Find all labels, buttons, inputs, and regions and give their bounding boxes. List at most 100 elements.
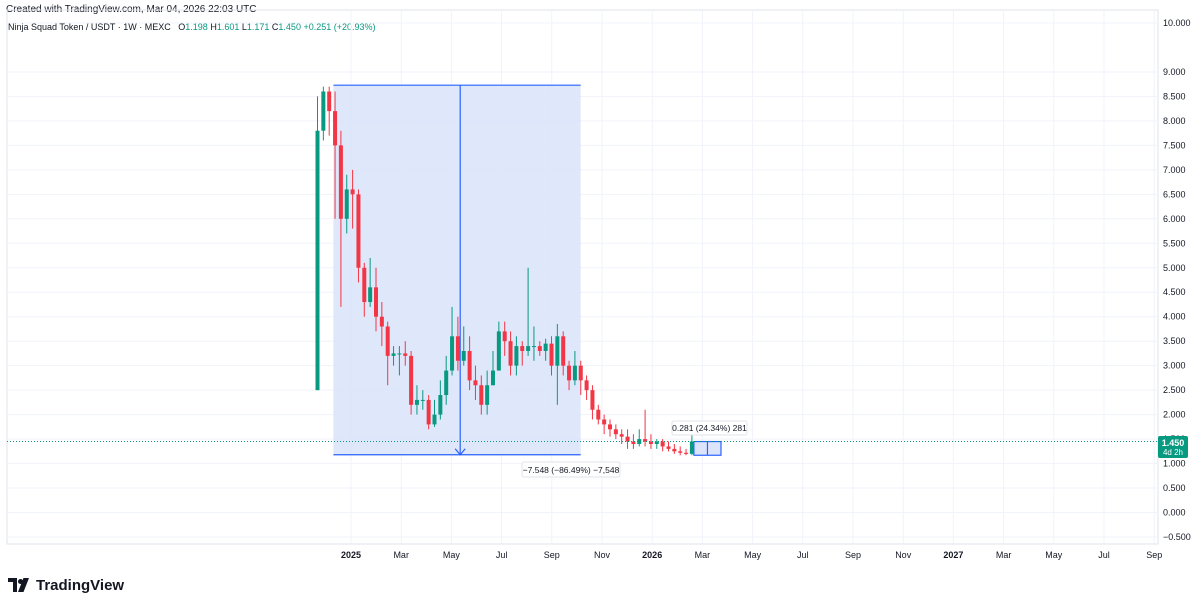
time-tick-label: 2026 — [642, 550, 662, 560]
candle — [578, 360, 583, 396]
time-tick-label: Mar — [393, 550, 409, 560]
candle-body — [362, 267, 367, 303]
measure-label-large-bg — [521, 461, 621, 478]
candle-body — [602, 419, 607, 425]
candle-body — [531, 346, 536, 348]
candle — [333, 91, 338, 219]
candle — [356, 189, 361, 283]
candle — [455, 316, 460, 371]
price-tick-label: 1.000 — [1163, 459, 1186, 469]
candle-body — [567, 365, 572, 381]
candle — [491, 350, 495, 386]
range-box — [333, 85, 581, 455]
time-axis[interactable]: 2025 Mar May Jul Sep Nov 2026 Mar May Jul Sep Nov 20… — [7, 543, 1162, 560]
candle-body — [321, 91, 326, 131]
candle-body — [315, 130, 320, 391]
candle-body — [485, 385, 490, 405]
candle-body — [455, 336, 460, 361]
tradingview-logo[interactable]: TradingView — [8, 575, 124, 595]
candle-body — [502, 331, 507, 342]
candle — [666, 441, 671, 452]
candle — [426, 395, 431, 430]
time-tick-label: Sep — [544, 550, 560, 560]
candle — [613, 424, 618, 440]
price-tick-label: 0.000 — [1163, 508, 1186, 518]
candle — [631, 434, 636, 449]
time-tick-label: Jul — [797, 550, 809, 560]
candle-body — [338, 145, 343, 219]
price-tick-label: 4.000 — [1163, 312, 1186, 322]
price-tick-label: 0.500 — [1163, 483, 1186, 493]
tradingview-logo-icon — [8, 578, 29, 592]
price-tick-label: 5.500 — [1163, 238, 1186, 248]
candle — [444, 355, 449, 405]
measure-label-small-bg — [671, 420, 748, 436]
candle-body — [403, 353, 408, 356]
close-label: C — [271, 22, 279, 32]
candle-body — [409, 355, 414, 405]
candle — [321, 86, 326, 141]
candle-body — [432, 414, 437, 425]
candle — [485, 370, 490, 415]
candle-body — [555, 336, 560, 366]
candle-body — [689, 441, 694, 454]
measure-label-small: 0.281 (24.34%) 281 — [672, 423, 747, 433]
close-value: 1.450 — [278, 22, 301, 32]
candle-body — [420, 399, 425, 401]
tradingview-logo-text: TradingView — [36, 576, 125, 594]
candle — [654, 439, 659, 449]
candle-body — [613, 429, 618, 435]
candle — [496, 321, 501, 371]
candle-body — [374, 287, 378, 317]
candle-body — [561, 336, 566, 366]
candle-body — [584, 380, 589, 391]
candle — [555, 324, 560, 405]
candle-body — [491, 370, 495, 386]
range-measure[interactable] — [333, 84, 722, 456]
candle — [315, 96, 320, 391]
candle-body — [637, 439, 642, 444]
candle-body — [327, 91, 332, 112]
candle — [508, 331, 513, 376]
price-tick-label: 7.500 — [1163, 140, 1186, 150]
symbol-title[interactable]: Ninja Squad Token / USDT · 1W · MEXC — [8, 22, 171, 32]
candle-body — [496, 331, 501, 371]
candle — [678, 446, 683, 456]
candle — [432, 399, 437, 427]
candle — [584, 375, 589, 400]
price-tick-label: −0.500 — [1163, 532, 1191, 542]
candle — [344, 174, 349, 234]
range-arrow — [454, 448, 466, 456]
candle — [467, 336, 472, 391]
candles — [7, 86, 1158, 456]
price-tick-label: 4.500 — [1163, 287, 1186, 297]
candle-body — [596, 409, 601, 420]
measure-label-large: −7.548 (−86.49%) −7,548 — [523, 465, 620, 475]
price-tick-label: 8.000 — [1163, 116, 1186, 126]
candle-body — [631, 441, 636, 444]
candle — [648, 434, 653, 449]
price-tick-label: 7.000 — [1163, 165, 1186, 175]
candle-body — [444, 370, 449, 396]
candle — [473, 365, 478, 400]
candle — [461, 326, 466, 366]
candle — [543, 338, 548, 361]
candle — [549, 336, 554, 376]
price-tick-label: 6.000 — [1163, 214, 1186, 224]
candle-body — [537, 346, 542, 351]
time-tick-label: Nov — [895, 550, 912, 560]
price-badge-price: 1.450 — [1162, 438, 1185, 448]
candle-body — [654, 441, 659, 444]
candle — [608, 419, 612, 437]
candle — [567, 360, 572, 391]
candle — [602, 414, 607, 435]
candle-body — [619, 434, 624, 437]
candle — [379, 302, 384, 347]
price-axis[interactable]: 10.000 9.000 8.500 8.000 7.500 7.000 6.500 6.00… — [1163, 18, 1191, 542]
candle — [561, 331, 566, 376]
candle — [450, 306, 455, 376]
candle — [572, 350, 577, 386]
time-tick-label: Nov — [594, 550, 611, 560]
candle-body — [660, 441, 665, 447]
